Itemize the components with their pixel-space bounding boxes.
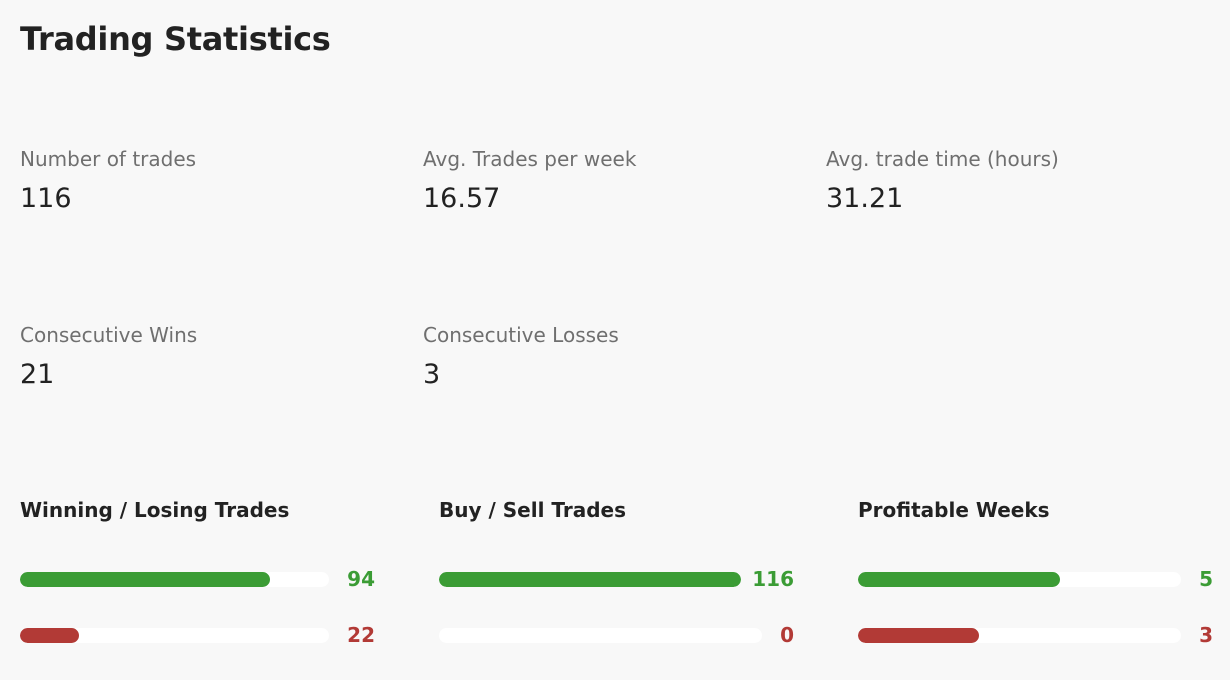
stat-label: Avg. trade time (hours): [826, 147, 1059, 171]
losing-weeks-fill: [858, 628, 980, 643]
stat-value: 31.21: [826, 183, 904, 214]
stat-label: Avg. Trades per week: [423, 147, 637, 171]
buy-trades-value: 116: [752, 567, 794, 591]
stat-consecutive-wins: Consecutive Wins 21: [20, 322, 400, 390]
profitable-weeks-panel: Profitable Weeks 5 3: [858, 496, 1213, 656]
losing-trades-track: [20, 628, 329, 643]
page-title: Trading Statistics: [20, 20, 331, 58]
sell-trades-value: 0: [780, 623, 794, 647]
profitable-weeks-row: 5: [858, 566, 1213, 592]
stat-value: 21: [20, 359, 55, 390]
losing-trades-value: 22: [347, 623, 375, 647]
profitable-weeks-track: [858, 572, 1181, 587]
winning-trades-track: [20, 572, 329, 587]
buy-trades-fill: [439, 572, 741, 587]
losing-weeks-row: 3: [858, 622, 1213, 648]
buy-trades-track: [439, 572, 741, 587]
sell-trades-row: 0: [439, 622, 794, 648]
winning-trades-row: 94: [20, 566, 375, 592]
winning-losing-trades-panel: Winning / Losing Trades 94 22: [20, 496, 375, 656]
stat-avg-trade-time: Avg. trade time (hours) 31.21: [826, 146, 1206, 214]
stat-number-of-trades: Number of trades 116: [20, 146, 400, 214]
stat-value: 3: [423, 359, 441, 390]
losing-weeks-value: 3: [1199, 623, 1213, 647]
stat-label: Consecutive Losses: [423, 323, 619, 347]
stat-label: Number of trades: [20, 147, 197, 171]
winning-trades-fill: [20, 572, 271, 587]
stat-value: 116: [20, 183, 72, 214]
winning-trades-value: 94: [347, 567, 375, 591]
profitable-weeks-fill: [858, 572, 1060, 587]
stat-consecutive-losses: Consecutive Losses 3: [423, 322, 803, 390]
buy-sell-trades-panel: Buy / Sell Trades 116 0: [439, 496, 794, 656]
sell-trades-track: [439, 628, 762, 643]
winning-losing-trades-title: Winning / Losing Trades: [20, 498, 290, 522]
stat-label: Consecutive Wins: [20, 323, 198, 347]
profitable-weeks-value: 5: [1199, 567, 1213, 591]
buy-sell-trades-title: Buy / Sell Trades: [439, 498, 626, 522]
profitable-weeks-title: Profitable Weeks: [858, 498, 1050, 522]
losing-trades-row: 22: [20, 622, 375, 648]
stat-value: 16.57: [423, 183, 501, 214]
stat-avg-trades-per-week: Avg. Trades per week 16.57: [423, 146, 803, 214]
losing-trades-fill: [20, 628, 79, 643]
buy-trades-row: 116: [439, 566, 794, 592]
losing-weeks-track: [858, 628, 1181, 643]
